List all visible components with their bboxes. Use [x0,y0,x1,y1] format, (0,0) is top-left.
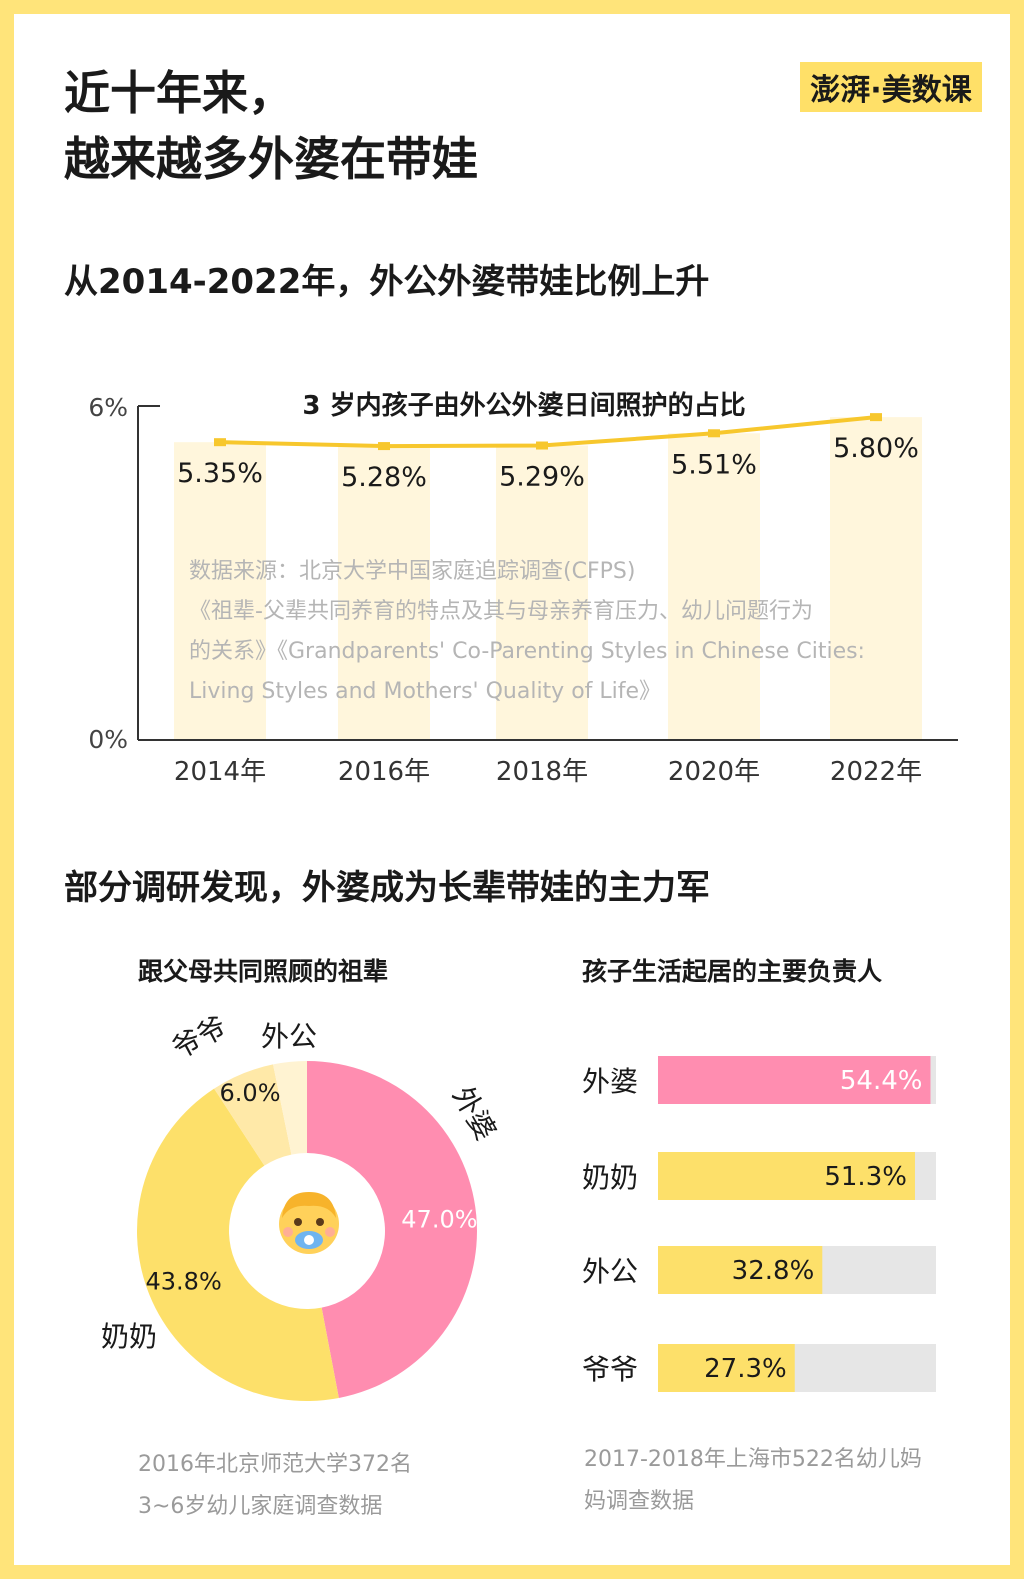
bar-value-label: 51.3% [824,1162,907,1192]
slice-category-label: 外婆 [446,1081,503,1146]
bar [174,442,266,740]
donut-slice [273,1061,307,1155]
bar-value-label: 54.4% [840,1066,923,1096]
trend-bar-chart: 5.35% 5.28% 5.29% 5.51% 5.80% 6% 0% 2014年 2016年 2… [88,390,958,787]
source-line: Living Styles and Mothers' Quality of Li… [189,679,662,704]
trend-point [708,429,720,438]
footnote-line: 2017-2018年上海市522名幼儿妈 [584,1447,922,1472]
baby-face-icon [279,1192,339,1254]
data-label: 5.29% [499,462,585,493]
y-tick-label: 0% [88,725,128,754]
trend-point [378,442,390,451]
donut-slice [136,1088,339,1401]
donut-slice [214,1064,292,1166]
bar [496,445,588,740]
data-label: 5.28% [341,462,427,493]
category-label: 外公 [582,1255,638,1288]
left-footnote: 2016年北京师范大学372名 3~6岁幼儿家庭调查数据 [138,1444,412,1528]
trend-point [870,413,882,422]
headline-line-1: 近十年来， [64,66,294,120]
bar-value-label: 27.3% [704,1354,787,1384]
source-line: 的关系》《Grandparents' Co-Parenting Styles i… [189,639,865,664]
x-tick-label: 2022年 [830,757,922,787]
donut-slice [307,1061,478,1398]
bar [830,417,922,740]
x-tick-label: 2016年 [338,757,430,787]
right-footnote: 2017-2018年上海市522名幼儿妈 妈调查数据 [584,1439,922,1523]
data-label: 5.80% [833,433,919,464]
section-title-trend: 从2014-2022年，外公外婆带娃比例上升 [64,262,710,302]
footnote-line: 2016年北京师范大学372名 [138,1452,412,1477]
source-line: 数据来源：北京大学中国家庭追踪调查(CFPS) [189,559,636,584]
hbar-chart-title: 孩子生活起居的主要负责人 [582,957,883,986]
bar [668,433,760,740]
footnote-line: 妈调查数据 [584,1489,695,1514]
x-tick-label: 2020年 [668,757,760,787]
category-label: 外婆 [582,1065,638,1098]
bar [658,1056,931,1104]
slice-category-label: 外公 [261,1020,317,1053]
data-label: 5.51% [671,449,757,480]
data-source-note: 数据来源：北京大学中国家庭追踪调查(CFPS) 《祖辈-父辈共同养育的特点及其与… [189,552,949,712]
slice-value-label: 6.0% [220,1079,281,1107]
donut-chart-title: 跟父母共同照顾的祖辈 [138,957,389,986]
x-tick-label: 2018年 [496,757,588,787]
slice-value-label: 43.8% [146,1268,222,1296]
slice-category-label: 奶奶 [101,1320,157,1353]
footnote-line: 3~6岁幼儿家庭调查数据 [138,1494,383,1519]
brand-logo: 澎湃·美数课 [800,62,982,112]
headline-line-2: 越来越多外婆在带娃 [64,132,478,186]
bar [658,1246,823,1294]
trend-point [536,441,548,450]
slice-category-label: 爷爷 [167,1010,232,1065]
bar [658,1344,795,1392]
x-tick-label: 2014年 [174,757,266,787]
bar [658,1152,915,1200]
section-title-findings: 部分调研发现，外婆成为长辈带娃的主力军 [64,868,710,908]
source-line: 《祖辈-父辈共同养育的特点及其与母亲养育压力、幼儿问题行为 [189,599,813,624]
chart-title: 3 岁内孩子由外公外婆日间照护的占比 [302,390,745,421]
bar-value-label: 32.8% [732,1256,815,1286]
trend-point [214,438,226,447]
slice-value-label: 47.0% [401,1205,477,1233]
data-label: 5.35% [177,458,263,489]
y-tick-label: 6% [88,393,128,422]
category-label: 奶奶 [582,1161,638,1194]
category-label: 爷爷 [582,1353,638,1386]
headline: 近十年来， 越来越多外婆在带娃 [64,60,478,192]
caregiver-hbar-chart: 54.4% 外婆 51.3% 奶奶 32.8% 外公 27.3% 爷爷 [582,1056,936,1392]
bar [338,446,430,740]
